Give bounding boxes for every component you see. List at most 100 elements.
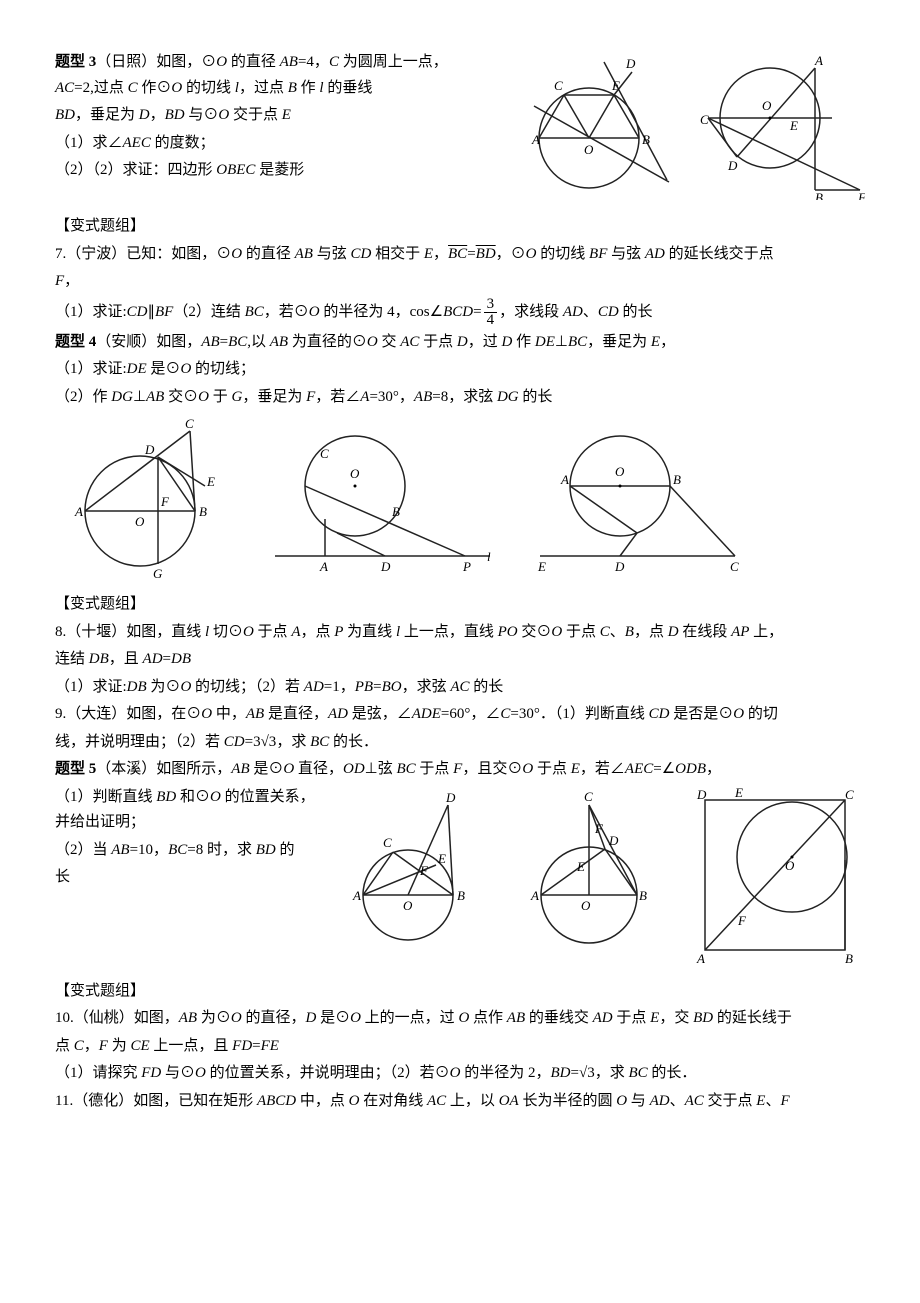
tixing3-figs: A B C D E O A B C D E O F [504, 50, 865, 200]
t: E [651, 334, 660, 350]
t: AD [563, 303, 583, 319]
t: DB [171, 651, 191, 667]
svg-text:O: O [581, 898, 591, 913]
t: AEC [625, 761, 653, 777]
t: AD [645, 246, 665, 262]
svg-text:O: O [403, 898, 413, 913]
svg-text:A: A [530, 888, 539, 903]
svg-text:D: D [727, 158, 738, 173]
t: 3 [484, 297, 498, 312]
t: O [733, 706, 744, 722]
t: 为 [108, 1038, 131, 1054]
t: （1）请探究 [55, 1065, 141, 1081]
t: ，求线段 [499, 303, 563, 319]
t: FE [261, 1038, 279, 1054]
t: 相交于 [371, 246, 424, 262]
t: = [571, 1065, 579, 1081]
t: 是⊙ [250, 761, 284, 777]
t: 与弦 [313, 246, 351, 262]
t: B [288, 80, 297, 96]
t: AD [143, 651, 163, 667]
variation-2: 【变式题组】 [55, 592, 865, 618]
svg-text:D: D [696, 787, 707, 802]
t: （安顺）如图， [96, 334, 201, 350]
t: O [309, 303, 320, 319]
t: CD [127, 303, 148, 319]
fig-row-t4: A B C D E O F G C O B A D P l [55, 416, 865, 586]
t: （2）连结 [173, 303, 244, 319]
t: AB [146, 389, 164, 405]
t: ， [706, 761, 721, 777]
sqrt3b: √3 [579, 1065, 595, 1081]
t: 于点 [562, 624, 600, 640]
t: OD [343, 761, 365, 777]
t: ,以 [247, 334, 270, 350]
t: AB [111, 842, 129, 858]
t: =30°．（1）判断直线 [510, 706, 648, 722]
t: （1）求∠ [55, 135, 123, 151]
t: 上一点，直线 [400, 624, 498, 640]
svg-text:E: E [437, 851, 446, 866]
svg-text:C: C [554, 78, 563, 93]
t: C [74, 1038, 84, 1054]
t: 与⊙ [161, 1065, 195, 1081]
fig-p7-circle: A B C D E O F [690, 50, 865, 200]
t: 为圆周上一点， [339, 54, 448, 70]
p7-l2: F， [55, 269, 865, 295]
t: BD [165, 107, 185, 123]
t: 是弦，∠ [348, 706, 412, 722]
t: AEC [123, 135, 151, 151]
t: 交于点 [704, 1093, 757, 1109]
svg-text:E: E [789, 118, 798, 133]
t: PO [498, 624, 518, 640]
t: D [139, 107, 150, 123]
svg-text:C: C [845, 787, 854, 802]
fig-t3-circle: A B C D E O [504, 50, 674, 200]
t: 于点 [419, 334, 457, 350]
section-tixing-3: 题型 3（日照）如图，⊙O 的直径 AB=4，C 为圆周上一点，AC=2,过点 … [55, 50, 865, 200]
t: O [201, 706, 212, 722]
t: 的半径为 4，cos∠ [320, 303, 443, 319]
t: （2）（2）求证：四边形 [55, 162, 216, 178]
t: 4 [484, 312, 498, 328]
t: DE [127, 361, 147, 377]
t: AB [507, 1010, 525, 1026]
t: D [502, 334, 513, 350]
t: 的延长线于 [713, 1010, 792, 1026]
t: 、 [670, 1093, 685, 1109]
t: AB [295, 246, 313, 262]
svg-text:E: E [611, 78, 620, 93]
t: F [55, 273, 64, 289]
t: 连结 [55, 651, 89, 667]
svg-text:G: G [153, 566, 163, 581]
t: C [329, 54, 339, 70]
t: BC [245, 303, 264, 319]
t: ，求 [276, 734, 310, 750]
t: O [522, 761, 533, 777]
t: 为⊙ [197, 1010, 231, 1026]
svg-text:O: O [350, 466, 360, 481]
t: C [500, 706, 510, 722]
svg-text:D: D [608, 833, 619, 848]
fig-p10: A B C D E F O [509, 785, 669, 955]
heading-3: 题型 3 [55, 54, 96, 70]
t: O [198, 389, 209, 405]
tixing5: 题型 5（本溪）如图所示，AB 是⊙O 直径，OD⊥弦 BC 于点 F，且交⊙O… [55, 757, 865, 783]
t: DB [127, 679, 147, 695]
t: ，过 [468, 334, 502, 350]
t: BC [310, 734, 329, 750]
svg-text:E: E [537, 559, 546, 574]
t: ，求 [595, 1065, 629, 1081]
t: O [195, 1065, 206, 1081]
t: 的切线 [537, 246, 590, 262]
t: 直径， [294, 761, 343, 777]
fig-p9: A B O E D C [525, 416, 745, 576]
t: ， [64, 273, 79, 289]
svg-text:A: A [319, 559, 328, 574]
t: ⊥弦 [365, 761, 397, 777]
t: 是菱形 [255, 162, 304, 178]
svg-text:B: B [392, 504, 400, 519]
t: 的长． [648, 1065, 697, 1081]
svg-text:E: E [206, 474, 215, 489]
svg-text:O: O [785, 858, 795, 873]
